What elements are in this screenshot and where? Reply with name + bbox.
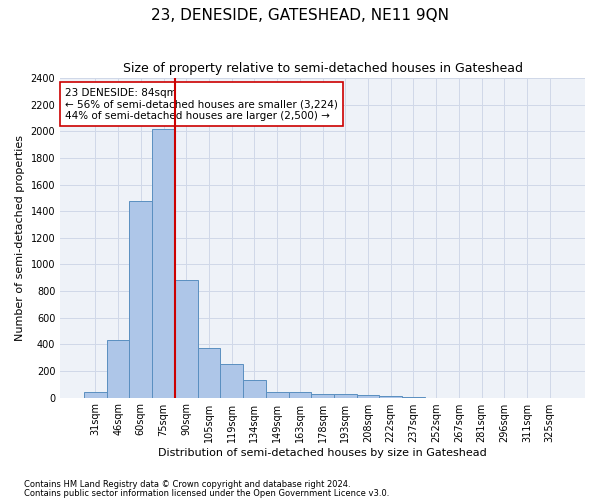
Bar (107, 340, 130, 398)
Title: Size of property relative to semi-detached houses in Gateshead: Size of property relative to semi-detach… (122, 62, 523, 76)
Bar (197, 348, 220, 398)
Bar (130, 200, 152, 398)
Text: Contains public sector information licensed under the Open Government Licence v3: Contains public sector information licen… (24, 489, 389, 498)
Bar (266, 392, 289, 398)
Bar (175, 280, 197, 398)
Y-axis label: Number of semi-detached properties: Number of semi-detached properties (15, 135, 25, 341)
Bar (289, 392, 311, 398)
Bar (311, 394, 334, 398)
Bar (152, 128, 175, 398)
Bar (84, 392, 107, 398)
Bar (243, 380, 266, 398)
Text: 23 DENESIDE: 84sqm
← 56% of semi-detached houses are smaller (3,224)
44% of semi: 23 DENESIDE: 84sqm ← 56% of semi-detache… (65, 88, 338, 121)
Bar (356, 395, 379, 398)
Text: Contains HM Land Registry data © Crown copyright and database right 2024.: Contains HM Land Registry data © Crown c… (24, 480, 350, 489)
X-axis label: Distribution of semi-detached houses by size in Gateshead: Distribution of semi-detached houses by … (158, 448, 487, 458)
Bar (379, 396, 402, 398)
Bar (334, 394, 356, 398)
Bar (220, 364, 243, 398)
Bar (402, 397, 425, 398)
Text: 23, DENESIDE, GATESHEAD, NE11 9QN: 23, DENESIDE, GATESHEAD, NE11 9QN (151, 8, 449, 22)
